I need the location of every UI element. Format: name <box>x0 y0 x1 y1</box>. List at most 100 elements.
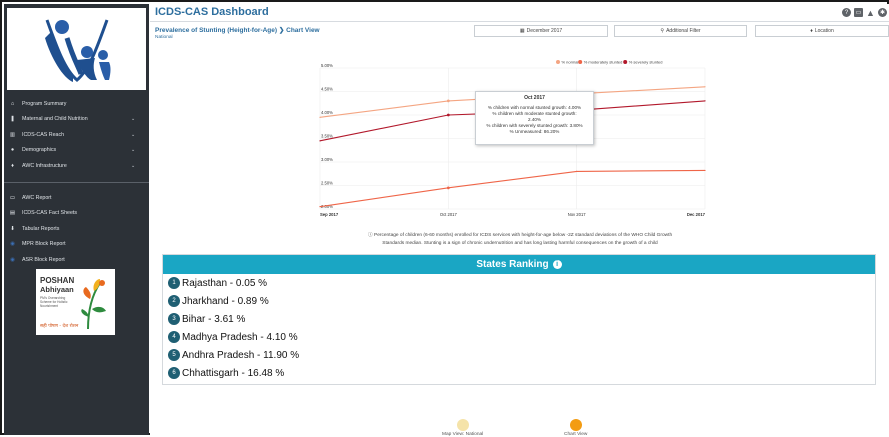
data-point <box>576 170 578 172</box>
sidebar-item-fact-sheets[interactable]: ▤ ICDS-CAS Fact Sheets <box>4 206 149 222</box>
sidebar-item-maternal-child-nutrition[interactable]: ❚ Maternal and Child Nutrition ⌄ <box>4 112 149 128</box>
legend-swatch <box>556 60 560 64</box>
tooltip-line: 2.40% <box>527 117 542 122</box>
location-filter-label: Location <box>814 28 834 34</box>
ranking-text: Jharkhand - 0.89 % <box>182 295 269 307</box>
data-point <box>446 99 450 103</box>
sidebar-item-awc-report[interactable]: ▭ AWC Report <box>4 190 149 206</box>
calendar-icon: ▦ <box>519 28 525 34</box>
doc-icon: ▤ <box>9 210 16 217</box>
data-point <box>319 116 321 118</box>
sidebar-item-demographics[interactable]: ● Demographics ⌄ <box>4 143 149 159</box>
title-bar: ICDS-CAS Dashboard ? ▭ ▲ ✱ <box>150 4 889 22</box>
y-tick-label: 4.50% <box>321 87 333 92</box>
additional-filter-button[interactable]: ⚲ Additional Filter <box>614 25 747 37</box>
download-icon: ⬇ <box>10 225 15 232</box>
search-icon: ⚲ <box>660 28 665 34</box>
chart-description: ⓘ Percentage of children (6-60 months) e… <box>325 232 715 248</box>
pin-icon: ♦ <box>11 162 14 169</box>
states-ranking-panel: States Ranking i 1 Rajasthan - 0.05 % 2 Jh… <box>162 254 876 385</box>
ranking-row: 1 Rajasthan - 0.05 % <box>163 274 875 292</box>
poshan-tagline: Nourishment <box>40 304 58 308</box>
poshan-hindi-tagline: सही पोषण - देश रोशन <box>40 322 79 329</box>
gear-icon[interactable]: ✱ <box>878 8 887 17</box>
chart-view-toggle[interactable]: Chart View <box>564 419 587 437</box>
rank-badge: 6 <box>168 367 180 379</box>
legend-swatch <box>578 60 583 64</box>
location-filter-button[interactable]: ♦ Location <box>755 25 889 37</box>
sidebar-item-mpr-block-report[interactable]: ◉ MPR Block Report <box>4 237 149 253</box>
sidebar-item-asr-block-report[interactable]: ◉ ASR Block Report <box>4 252 149 268</box>
rank-badge: 4 <box>168 331 180 343</box>
sidebar-item-awc-infrastructure[interactable]: ♦ AWC Infrastructure ⌄ <box>4 158 149 174</box>
info-icon: ⓘ <box>367 233 375 238</box>
y-tick-label: 2.50% <box>321 181 333 186</box>
data-point <box>319 140 321 142</box>
legend-label: % normal <box>562 60 579 65</box>
sidebar-item-label: ICDS-CAS Fact Sheets <box>22 210 78 217</box>
chart-grid <box>319 67 706 210</box>
chevron-down-icon: ⌄ <box>131 116 136 123</box>
data-point <box>319 206 321 208</box>
sidebar-item-icds-cas-reach[interactable]: ▥ ICDS-CAS Reach ⌄ <box>4 127 149 143</box>
chevron-right-icon: ❯ <box>278 27 287 34</box>
x-tick-label: Oct 2017 <box>440 212 458 217</box>
data-point <box>446 113 450 117</box>
additional-filter-label: Additional Filter <box>666 28 701 34</box>
sidebar-item-label: Maternal and Child Nutrition <box>22 116 88 123</box>
states-ranking-header: States Ranking i <box>163 255 875 274</box>
date-filter-label: December 2017 <box>526 28 563 34</box>
ranking-row: 2 Jharkhand - 0.89 % <box>163 292 875 310</box>
x-tick-label: Dec 2017 <box>687 212 706 217</box>
main-content: ICDS-CAS Dashboard ? ▭ ▲ ✱ Prevalence of… <box>150 4 889 437</box>
states-ranking-title: States Ranking <box>476 259 549 270</box>
x-axis: Sep 2017 Oct 2017 Nov 2017 Dec 2017 <box>320 212 706 217</box>
chart-view-dot <box>569 419 582 431</box>
ranking-text: Madhya Pradesh - 4.10 % <box>182 331 298 343</box>
home-icon: ⌂ <box>10 100 15 107</box>
breadcrumb-title[interactable]: Prevalence of Stunting (Height-for-Age) <box>155 27 278 34</box>
help-icon[interactable]: ? <box>842 8 851 17</box>
date-filter-button[interactable]: ▦ December 2017 <box>474 25 608 37</box>
info-icon[interactable]: i <box>552 260 562 269</box>
sidebar-item-label: ICDS-CAS Reach <box>22 131 65 138</box>
sidebar-reports: ▭ AWC Report ▤ ICDS-CAS Fact Sheets ⬇ Tabul… <box>4 190 149 268</box>
poshan-abhiyaan-logo[interactable]: POSHAN Abhiyaan PM's Overarching Scheme … <box>36 269 115 335</box>
report-icon: ▭ <box>9 194 16 201</box>
rank-badge: 2 <box>168 295 180 307</box>
breadcrumb-location: National <box>155 35 173 40</box>
info-text-line: Standards median. Stunting is a sign of … <box>382 241 658 246</box>
sidebar-divider <box>4 182 149 183</box>
y-tick-label: 4.00% <box>321 110 333 115</box>
ranking-row: 5 Andhra Pradesh - 11.90 % <box>163 346 875 364</box>
rank-badge: 1 <box>168 277 180 289</box>
rank-badge: 5 <box>168 349 180 361</box>
data-point <box>446 186 450 190</box>
rank-badge: 3 <box>168 313 180 325</box>
y-tick-label: 3.00% <box>321 157 333 162</box>
sidebar-item-tabular-reports[interactable]: ⬇ Tabular Reports <box>4 221 149 237</box>
chevron-down-icon: ⌄ <box>131 131 136 138</box>
sidebar-item-label: ASR Block Report <box>22 256 65 263</box>
stunting-line-chart: % normal % moderately stunted % severely s… <box>319 60 706 217</box>
legend-swatch <box>623 60 628 64</box>
y-tick-label: 3.50% <box>321 134 333 139</box>
icds-logo-icon <box>45 19 111 82</box>
group-icon: ● <box>10 147 15 154</box>
series-line <box>319 169 706 208</box>
icds-logo[interactable] <box>7 8 146 90</box>
print-icon[interactable]: ▭ <box>854 8 863 17</box>
sidebar-item-label: AWC Report <box>22 194 52 201</box>
ranking-text: Andhra Pradesh - 11.90 % <box>182 349 300 361</box>
y-axis: 5.00% 4.50% 4.00% 3.50% 3.00% 2.50% 2.00% <box>321 63 333 209</box>
ranking-text: Chhattisgarh - 16.48 % <box>182 367 285 379</box>
warning-icon[interactable]: ▲ <box>866 7 875 18</box>
poshan-subtitle: Abhiyaan <box>40 285 74 294</box>
sidebar-item-program-summary[interactable]: ⌂ Program Summary <box>4 96 149 112</box>
ranking-text: Bihar - 3.61 % <box>182 313 246 325</box>
map-view-dot <box>456 419 469 431</box>
map-view-toggle[interactable]: Map View: National <box>442 419 483 437</box>
info-text-line: Percentage of children (6-60 months) enr… <box>374 233 673 238</box>
data-point <box>704 100 706 102</box>
y-tick-label: 5.00% <box>321 63 333 68</box>
